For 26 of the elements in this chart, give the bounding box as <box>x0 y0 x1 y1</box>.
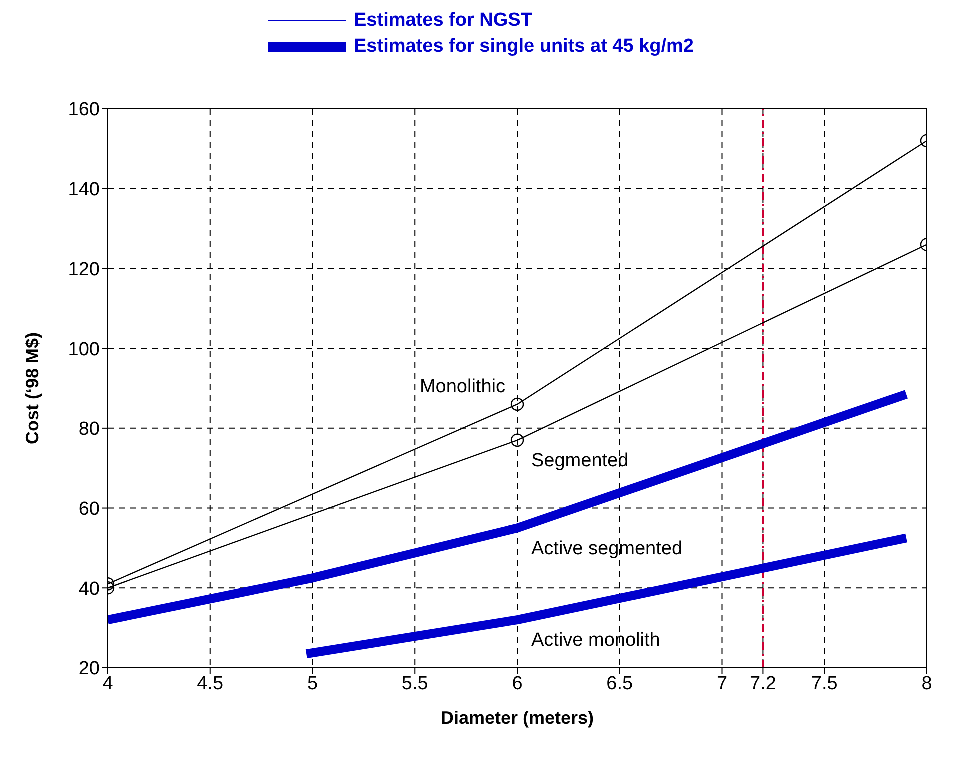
x-tick-label: 5.5 <box>402 673 428 694</box>
y-tick-label: 140 <box>68 180 100 201</box>
text: Estimates for single units at 45 kg/m2 <box>354 36 694 58</box>
x-tick-label: 6 <box>512 673 523 694</box>
x-tick-label: 8 <box>922 673 932 694</box>
series-label: Monolithic <box>420 376 506 398</box>
text: Estimates for NGST <box>354 10 532 32</box>
series-label: Active segmented <box>532 538 683 560</box>
y-tick-label: 100 <box>68 339 100 360</box>
y-tick-label: 20 <box>78 658 100 680</box>
y-tick-label: 40 <box>78 578 100 600</box>
x-tick-label: 7.5 <box>811 673 838 694</box>
y-tick-label: 120 <box>68 259 100 280</box>
y-tick-label: 80 <box>78 419 100 440</box>
x-axis-title: Diameter (meters) <box>440 708 594 728</box>
x-tick-label: 7.2 <box>750 673 776 694</box>
y-axis-title: Cost (‘98 M$) <box>22 332 42 445</box>
x-tick-label: 4 <box>102 673 114 694</box>
series-label: Segmented <box>532 450 629 472</box>
y-tick-label: 160 <box>68 100 100 121</box>
x-tick-label: 5 <box>307 673 318 694</box>
x-tick-label: 7 <box>716 673 728 694</box>
series-label: Active monolith <box>532 630 660 652</box>
y-tick-label: 60 <box>78 499 100 520</box>
x-tick-label: 4.5 <box>197 673 224 694</box>
x-tick-label: 6.5 <box>606 673 634 694</box>
